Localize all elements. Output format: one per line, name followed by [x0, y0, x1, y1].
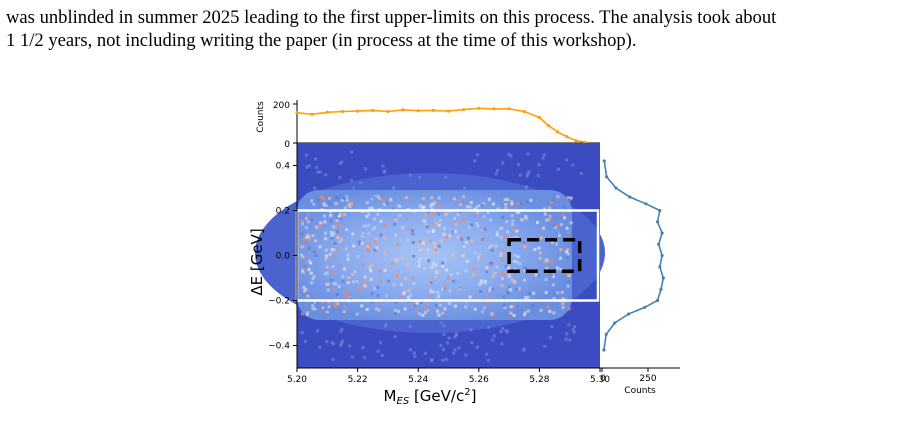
right-projection-panel: 0 250 Counts	[600, 159, 680, 396]
right-projection-point	[602, 159, 606, 163]
y-tick-label: 0.2	[276, 207, 290, 217]
y-tick-label: 0.0	[276, 252, 291, 262]
x-tick-label: 5.30	[590, 375, 610, 385]
x-tick-label: 5.20	[287, 375, 307, 385]
top-projection-point	[325, 110, 329, 114]
right-projection-point	[658, 265, 662, 269]
y-tick-label: −0.2	[268, 297, 290, 307]
top-projection-series	[296, 107, 586, 143]
top-projection-point	[574, 139, 578, 143]
top-projection-panel: 200 0 Counts	[256, 100, 600, 150]
right-projection-point	[655, 220, 660, 224]
top-projection-point	[492, 107, 496, 111]
right-projection-point	[657, 242, 661, 246]
right-projection-point	[643, 305, 647, 309]
top-projection-point	[477, 106, 481, 110]
top-projection-point	[386, 109, 390, 114]
right-projection-point	[655, 298, 660, 303]
top-projection-point	[565, 135, 569, 139]
heatmap-band-fill	[297, 190, 572, 320]
right-projection-point	[659, 287, 663, 291]
signal-box-outline	[507, 238, 582, 273]
top-projection-point	[546, 123, 551, 128]
right-projection-series	[603, 160, 665, 351]
top-projection-point	[556, 130, 560, 134]
right-projection-point	[628, 195, 632, 199]
x-tick-label: 5.28	[529, 375, 549, 385]
right-projection-point	[644, 202, 648, 206]
heatmap-speckles	[300, 150, 583, 363]
right-projection-x-label: Counts	[624, 386, 656, 396]
right-projection-point	[614, 186, 618, 190]
right-projection-point	[661, 276, 665, 280]
top-projection-y-tick-200: 200	[273, 101, 290, 111]
main-heatmap-panel: 5.20 5.22 5.24 5.26 5.28 5.30 0.4 0.2 0.0 −0.2 −0…	[248, 143, 610, 407]
top-projection-point	[522, 109, 526, 114]
x-tick-label: 5.26	[469, 375, 489, 385]
paragraph-line-1: was unblinded in summer 2025 leading to …	[6, 7, 777, 28]
top-projection-point	[340, 109, 344, 114]
right-projection-point	[627, 312, 631, 316]
y-axis-label: ΔE [GeV]	[248, 228, 266, 295]
top-projection-point	[295, 111, 299, 115]
y-tick-label: 0.4	[276, 162, 291, 172]
top-projection-point	[356, 109, 360, 113]
right-projection-point	[660, 253, 664, 258]
right-projection-point	[605, 175, 609, 179]
right-projection-point	[604, 332, 608, 336]
top-projection-y-label: Counts	[256, 101, 266, 133]
right-projection-x-tick-0: 0	[600, 374, 606, 384]
top-projection-point	[462, 108, 466, 112]
right-projection-point	[602, 348, 606, 352]
x-axis-label: MES [GeV/c2]	[384, 387, 477, 407]
right-projection-point	[613, 321, 617, 325]
top-projection-point	[446, 109, 451, 113]
top-projection-point	[507, 107, 511, 111]
right-projection-point	[660, 231, 664, 235]
top-projection-point	[583, 140, 587, 144]
right-projection-point	[658, 208, 662, 213]
body-paragraph: was unblinded in summer 2025 leading to …	[6, 6, 918, 52]
top-projection-point	[371, 108, 375, 112]
top-projection-point	[537, 115, 542, 120]
top-projection-point	[401, 108, 405, 112]
top-projection-point	[310, 112, 314, 116]
y-tick-label: −0.4	[268, 342, 290, 352]
paragraph-line-2: 1 1/2 years, not including writing the p…	[6, 30, 637, 51]
x-tick-label: 5.22	[348, 375, 368, 385]
top-projection-y-tick-0: 0	[284, 140, 290, 150]
top-projection-point	[431, 108, 435, 112]
x-tick-label: 5.24	[408, 375, 428, 385]
right-projection-x-tick-250: 250	[639, 374, 656, 384]
top-projection-point	[416, 109, 420, 113]
